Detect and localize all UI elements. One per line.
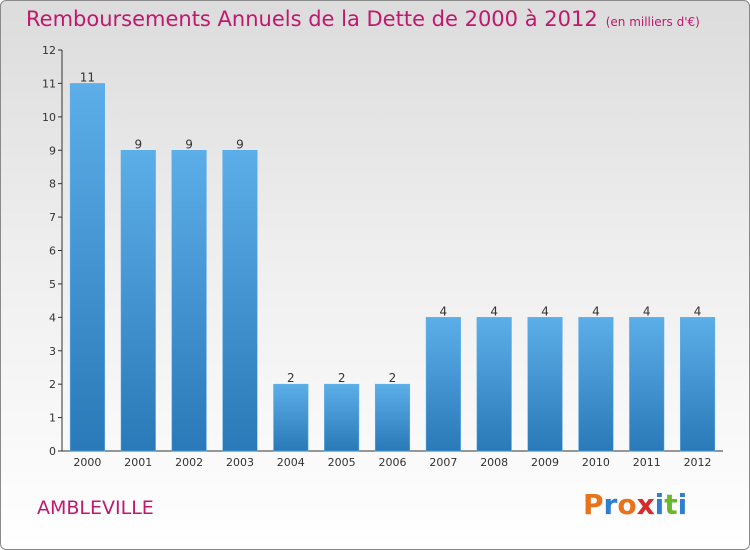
bar-2003: [222, 150, 258, 452]
data-label: 4: [694, 304, 702, 318]
bar-2009: [527, 317, 563, 452]
bar-2002: [171, 150, 207, 452]
x-tick-label: 2004: [277, 456, 305, 469]
x-ticks: 2000 2001 2002 2003 2004 2005 2006 2007 2008 2009…: [73, 456, 711, 469]
x-tick-label: 2008: [480, 456, 508, 469]
logo-letter: o: [617, 488, 637, 521]
x-tick-label: 2000: [73, 456, 101, 469]
logo-letter: i: [654, 488, 665, 521]
data-label: 2: [338, 371, 346, 385]
data-label: 4: [490, 304, 498, 318]
logo-letter: i: [677, 488, 688, 521]
bar-2000: [69, 83, 105, 452]
bar-2004: [273, 383, 309, 452]
logo-letter: P: [583, 488, 604, 521]
x-tick-label: 2007: [429, 456, 457, 469]
bar-2005: [324, 383, 360, 452]
bar-2010: [578, 317, 614, 452]
y-tick-label: 0: [49, 445, 56, 458]
logo-letter: t: [664, 488, 678, 521]
bar-2011: [629, 317, 665, 452]
data-label: 2: [287, 371, 295, 385]
y-tick-label: 1: [49, 412, 56, 425]
data-label: 11: [80, 70, 95, 84]
data-label: 9: [185, 137, 193, 151]
y-tick-label: 2: [49, 378, 56, 391]
y-tick-label: 11: [42, 77, 56, 90]
bar-2006: [374, 383, 411, 452]
y-tick-label: 7: [49, 211, 56, 224]
y-tick-label: 6: [49, 245, 56, 258]
data-labels: 11 9 9 9 2 2 2 4 4 4 4 4 4: [80, 70, 702, 385]
x-tick-label: 2010: [582, 456, 610, 469]
data-label: 2: [389, 371, 397, 385]
logo-letter: x: [636, 488, 655, 521]
y-tick-label: 12: [42, 44, 56, 57]
x-tick-label: 2005: [328, 456, 356, 469]
bar-2008: [476, 317, 512, 452]
data-label: 4: [643, 304, 651, 318]
x-tick-label: 2009: [531, 456, 559, 469]
data-label: 9: [134, 137, 142, 151]
proxiti-logo[interactable]: Proxiti: [583, 488, 687, 521]
logo-letter: r: [603, 488, 618, 521]
data-label: 4: [592, 304, 600, 318]
x-tick-label: 2011: [633, 456, 661, 469]
y-tick-label: 4: [49, 311, 56, 324]
title-unit: (en milliers d'€): [605, 15, 700, 29]
data-label: 4: [440, 304, 448, 318]
x-tick-label: 2001: [124, 456, 152, 469]
y-tick-label: 10: [42, 111, 56, 124]
x-tick-label: 2002: [175, 456, 203, 469]
x-tick-label: 2003: [226, 456, 254, 469]
y-tick-label: 8: [49, 178, 56, 191]
chart-title: Remboursements Annuels de la Dette de 20…: [26, 7, 700, 31]
town-name: AMBLEVILLE: [37, 497, 154, 519]
bar-2001: [120, 150, 156, 452]
bar-2007: [425, 317, 461, 452]
y-tick-label: 5: [49, 278, 56, 291]
bar-2012: [680, 317, 716, 452]
title-text: Remboursements Annuels de la Dette de 20…: [26, 7, 598, 31]
x-tick-label: 2012: [684, 456, 712, 469]
data-label: 4: [541, 304, 549, 318]
bars: [69, 83, 716, 452]
y-tick-label: 3: [49, 345, 56, 358]
data-label: 9: [236, 137, 244, 151]
y-tick-label: 9: [49, 144, 56, 157]
x-tick-label: 2006: [379, 456, 407, 469]
